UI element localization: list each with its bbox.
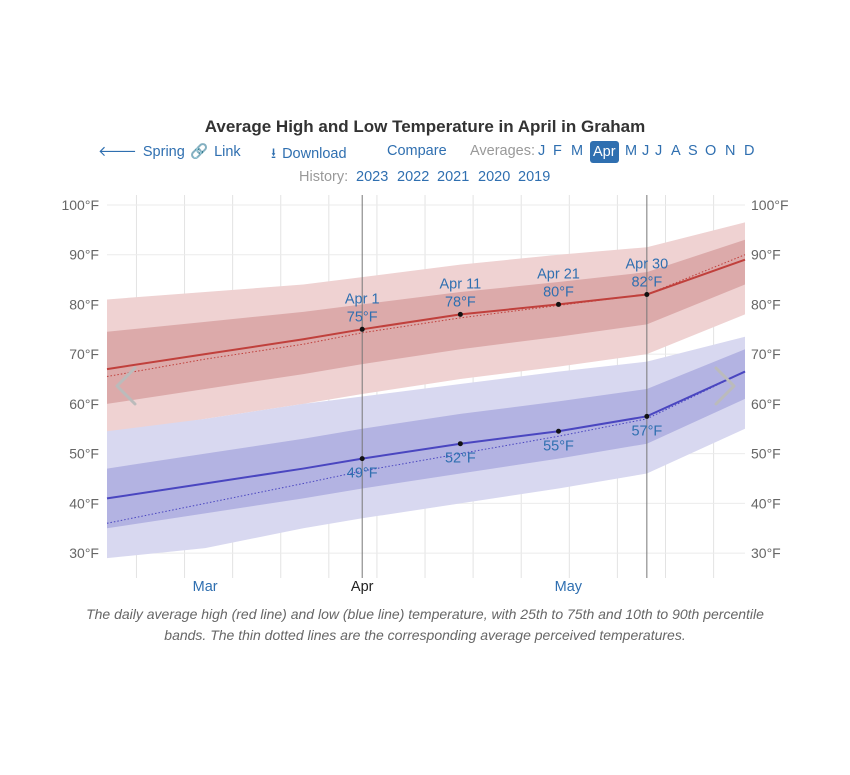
month-7[interactable]: A xyxy=(671,143,681,159)
high-band-25-75 xyxy=(107,239,745,404)
high-line xyxy=(106,258,746,371)
y-tick-label-left: 80°F xyxy=(69,296,99,312)
arrow-left-icon: 🡐 xyxy=(98,144,137,160)
chevron-left-icon[interactable] xyxy=(115,366,137,406)
annotation-point xyxy=(644,413,650,419)
annotation-temp: 75°F xyxy=(347,309,378,325)
spring-link[interactable]: 🡐 Spring xyxy=(98,143,185,160)
history-label: History: xyxy=(299,169,349,185)
x-month-label: Mar xyxy=(193,579,218,595)
month-1[interactable]: F xyxy=(553,143,562,159)
month-0[interactable]: J xyxy=(538,143,546,159)
annotation-point xyxy=(359,456,365,462)
y-tick-label-left: 50°F xyxy=(69,446,99,462)
link-icon: 🔗 xyxy=(190,144,209,160)
annotation-point xyxy=(644,291,650,297)
link-button[interactable]: 🔗 Link xyxy=(190,143,241,160)
high-perceived-line xyxy=(106,254,746,378)
annotation-date: Apr 30 xyxy=(625,256,668,272)
compare-button[interactable]: Compare xyxy=(387,143,447,159)
chart-caption: The daily average high (red line) and lo… xyxy=(86,606,764,643)
download-label: Download xyxy=(282,146,347,162)
low-line xyxy=(106,370,746,500)
year-2023[interactable]: 2023 xyxy=(356,169,389,185)
month-2[interactable]: M xyxy=(571,143,584,159)
month-5[interactable]: J xyxy=(642,143,650,159)
annotation-point xyxy=(556,428,562,434)
download-button[interactable]: ⭳ Download xyxy=(271,143,347,168)
y-tick-label-right: 40°F xyxy=(751,495,781,511)
download-icon: ⭳ xyxy=(271,146,277,162)
month-6[interactable]: J xyxy=(655,143,663,159)
annotation-point xyxy=(457,311,463,317)
month-4[interactable]: M xyxy=(625,143,638,159)
chevron-right-icon[interactable] xyxy=(714,366,736,406)
annotation-temp: 80°F xyxy=(543,284,574,300)
annotation-temp: 57°F xyxy=(631,423,662,439)
x-month-label: Apr xyxy=(351,579,374,595)
annotation-date: Apr 21 xyxy=(537,266,580,282)
y-tick-label-right: 80°F xyxy=(751,296,781,312)
averages-label: Averages: xyxy=(470,143,536,159)
y-tick-label-left: 30°F xyxy=(69,545,99,561)
chart-nav: 🡐 Spring 🔗 Link ⭳ Download Compare Averages… xyxy=(0,141,850,168)
temperature-chart: 30°F 30°F 40°F 40°F 50°F 50°F 60°F 60°F 70°F 70°F… xyxy=(61,195,789,595)
y-tick-label-left: 90°F xyxy=(69,247,99,263)
year-2021[interactable]: 2021 xyxy=(437,169,470,185)
low-band-25-75 xyxy=(107,349,745,529)
history-row: History: 2023 2022 2021 2020 2019 xyxy=(0,169,850,189)
y-tick-label-right: 30°F xyxy=(751,545,781,561)
y-tick-label-right: 60°F xyxy=(751,396,781,412)
y-tick-label-left: 70°F xyxy=(69,346,99,362)
y-tick-label-right: 70°F xyxy=(751,346,781,362)
link-label: Link xyxy=(214,144,241,160)
month-9[interactable]: O xyxy=(705,143,717,159)
annotation-temp: 52°F xyxy=(445,451,476,467)
y-tick-label-left: 40°F xyxy=(69,495,99,511)
annotation-date: Apr 1 xyxy=(345,291,380,307)
month-10[interactable]: N xyxy=(725,143,736,159)
spring-label: Spring xyxy=(142,144,185,160)
year-2022[interactable]: 2022 xyxy=(397,169,430,185)
y-tick-label-right: 90°F xyxy=(751,247,781,263)
y-tick-label-right: 100°F xyxy=(751,197,789,213)
month-11[interactable]: D xyxy=(744,143,755,159)
x-month-label: May xyxy=(555,579,583,595)
annotation-temp: 82°F xyxy=(631,274,662,290)
annotation-temp: 55°F xyxy=(543,438,574,454)
annotation-point xyxy=(457,441,463,447)
y-tick-label-left: 60°F xyxy=(69,396,99,412)
annotation-temp: 78°F xyxy=(445,294,476,310)
year-2019[interactable]: 2019 xyxy=(518,169,551,185)
annotation-temp: 49°F xyxy=(347,466,378,482)
y-tick-label-left: 100°F xyxy=(61,197,99,213)
month-8[interactable]: S xyxy=(688,143,698,159)
annotation-date: Apr 11 xyxy=(440,276,482,292)
y-tick-label-right: 50°F xyxy=(751,446,781,462)
month-3[interactable]: Apr xyxy=(590,141,619,163)
year-2020[interactable]: 2020 xyxy=(478,169,511,185)
annotation-point xyxy=(556,301,562,307)
low-perceived-line xyxy=(106,371,746,524)
chart-title: Average High and Low Temperature in Apri… xyxy=(204,117,646,136)
annotation-point xyxy=(359,326,365,332)
